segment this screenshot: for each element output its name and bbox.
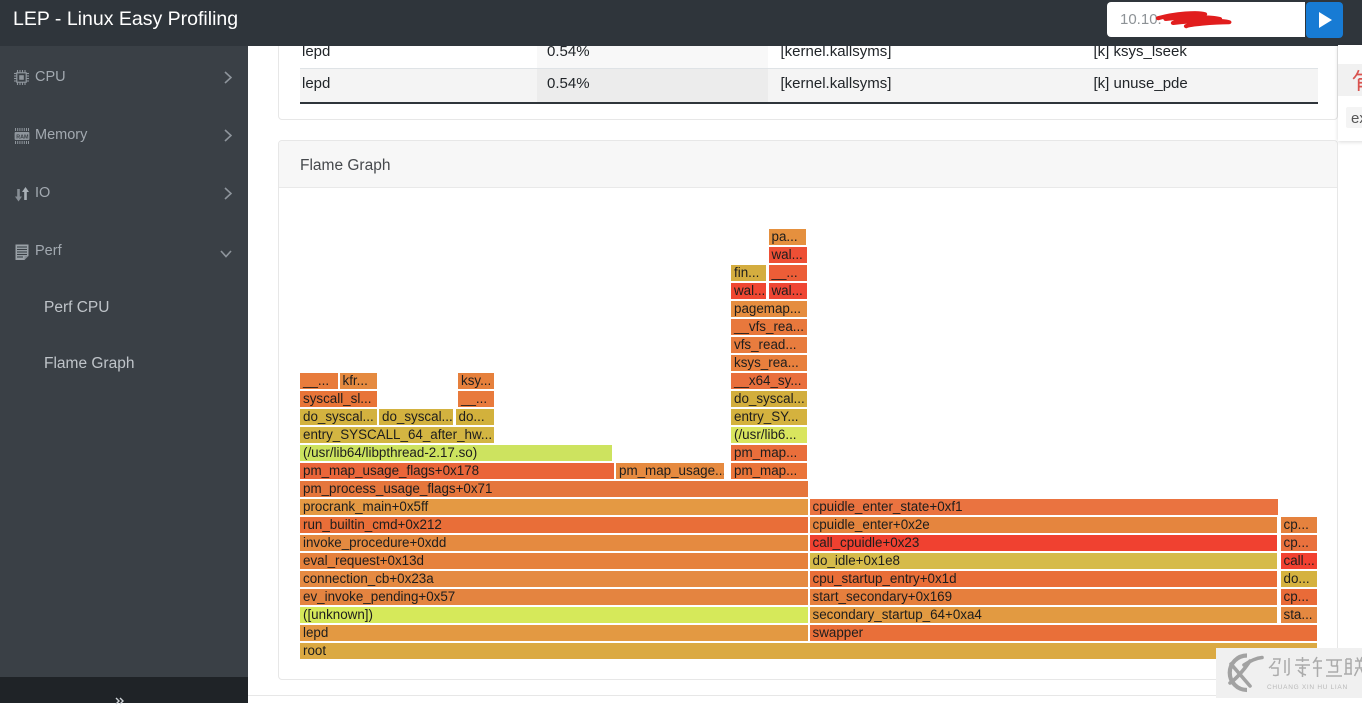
svg-text:RAM: RAM [16, 134, 29, 140]
svg-text:CHUANG XIN HU LIAN: CHUANG XIN HU LIAN [1267, 684, 1348, 691]
